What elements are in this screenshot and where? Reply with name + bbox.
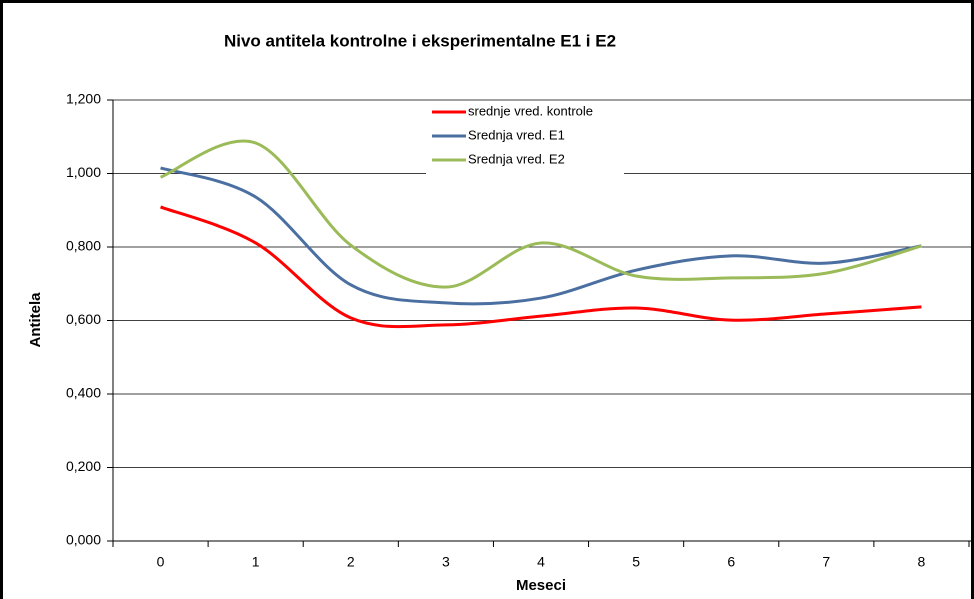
legend-label: Srednja vred. E1 — [468, 127, 565, 142]
y-tick-label: 0,800 — [66, 238, 101, 254]
x-tick-label: 5 — [632, 554, 640, 570]
x-tick-label: 2 — [347, 554, 355, 570]
x-tick-label: 4 — [537, 554, 545, 570]
x-tick-label: 0 — [157, 554, 165, 570]
series-line — [160, 166, 922, 306]
x-tick-label: 7 — [822, 554, 830, 570]
y-axis-label: Antitela — [27, 292, 44, 348]
y-tick-label: 0,200 — [66, 458, 101, 474]
legend-label: srednje vred. kontrole — [468, 103, 593, 118]
x-tick-label: 3 — [442, 554, 450, 570]
y-tick-label: 1,000 — [66, 164, 101, 180]
x-axis-label: Meseci — [516, 577, 566, 594]
x-tick-label: 6 — [727, 554, 735, 570]
series-line — [160, 205, 922, 329]
legend-label: Srednja vred. E2 — [468, 151, 565, 166]
y-tick-label: 0,400 — [66, 385, 101, 401]
series-line — [159, 139, 922, 289]
x-tick-label: 1 — [252, 554, 260, 570]
x-tick-label: 8 — [918, 554, 926, 570]
y-tick-label: 1,200 — [66, 91, 101, 107]
y-tick-label: 0,000 — [66, 532, 101, 548]
legend-box — [426, 101, 624, 179]
y-tick-label: 0,600 — [66, 311, 101, 327]
chart-title: Nivo antitela kontrolne i eksperimentaln… — [224, 31, 616, 50]
